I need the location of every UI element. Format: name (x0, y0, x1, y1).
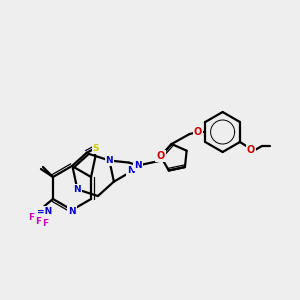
Text: =N: =N (37, 206, 52, 215)
Text: N: N (127, 167, 134, 176)
Text: O: O (157, 151, 165, 161)
Text: F: F (35, 217, 41, 226)
Text: N: N (134, 161, 142, 170)
Text: N: N (106, 156, 113, 165)
Text: O: O (247, 145, 255, 155)
Text: N: N (68, 206, 76, 215)
Text: S: S (92, 144, 99, 153)
Text: O: O (194, 127, 202, 137)
Text: F: F (42, 220, 48, 229)
Text: F: F (28, 212, 34, 221)
Text: N: N (74, 185, 81, 194)
